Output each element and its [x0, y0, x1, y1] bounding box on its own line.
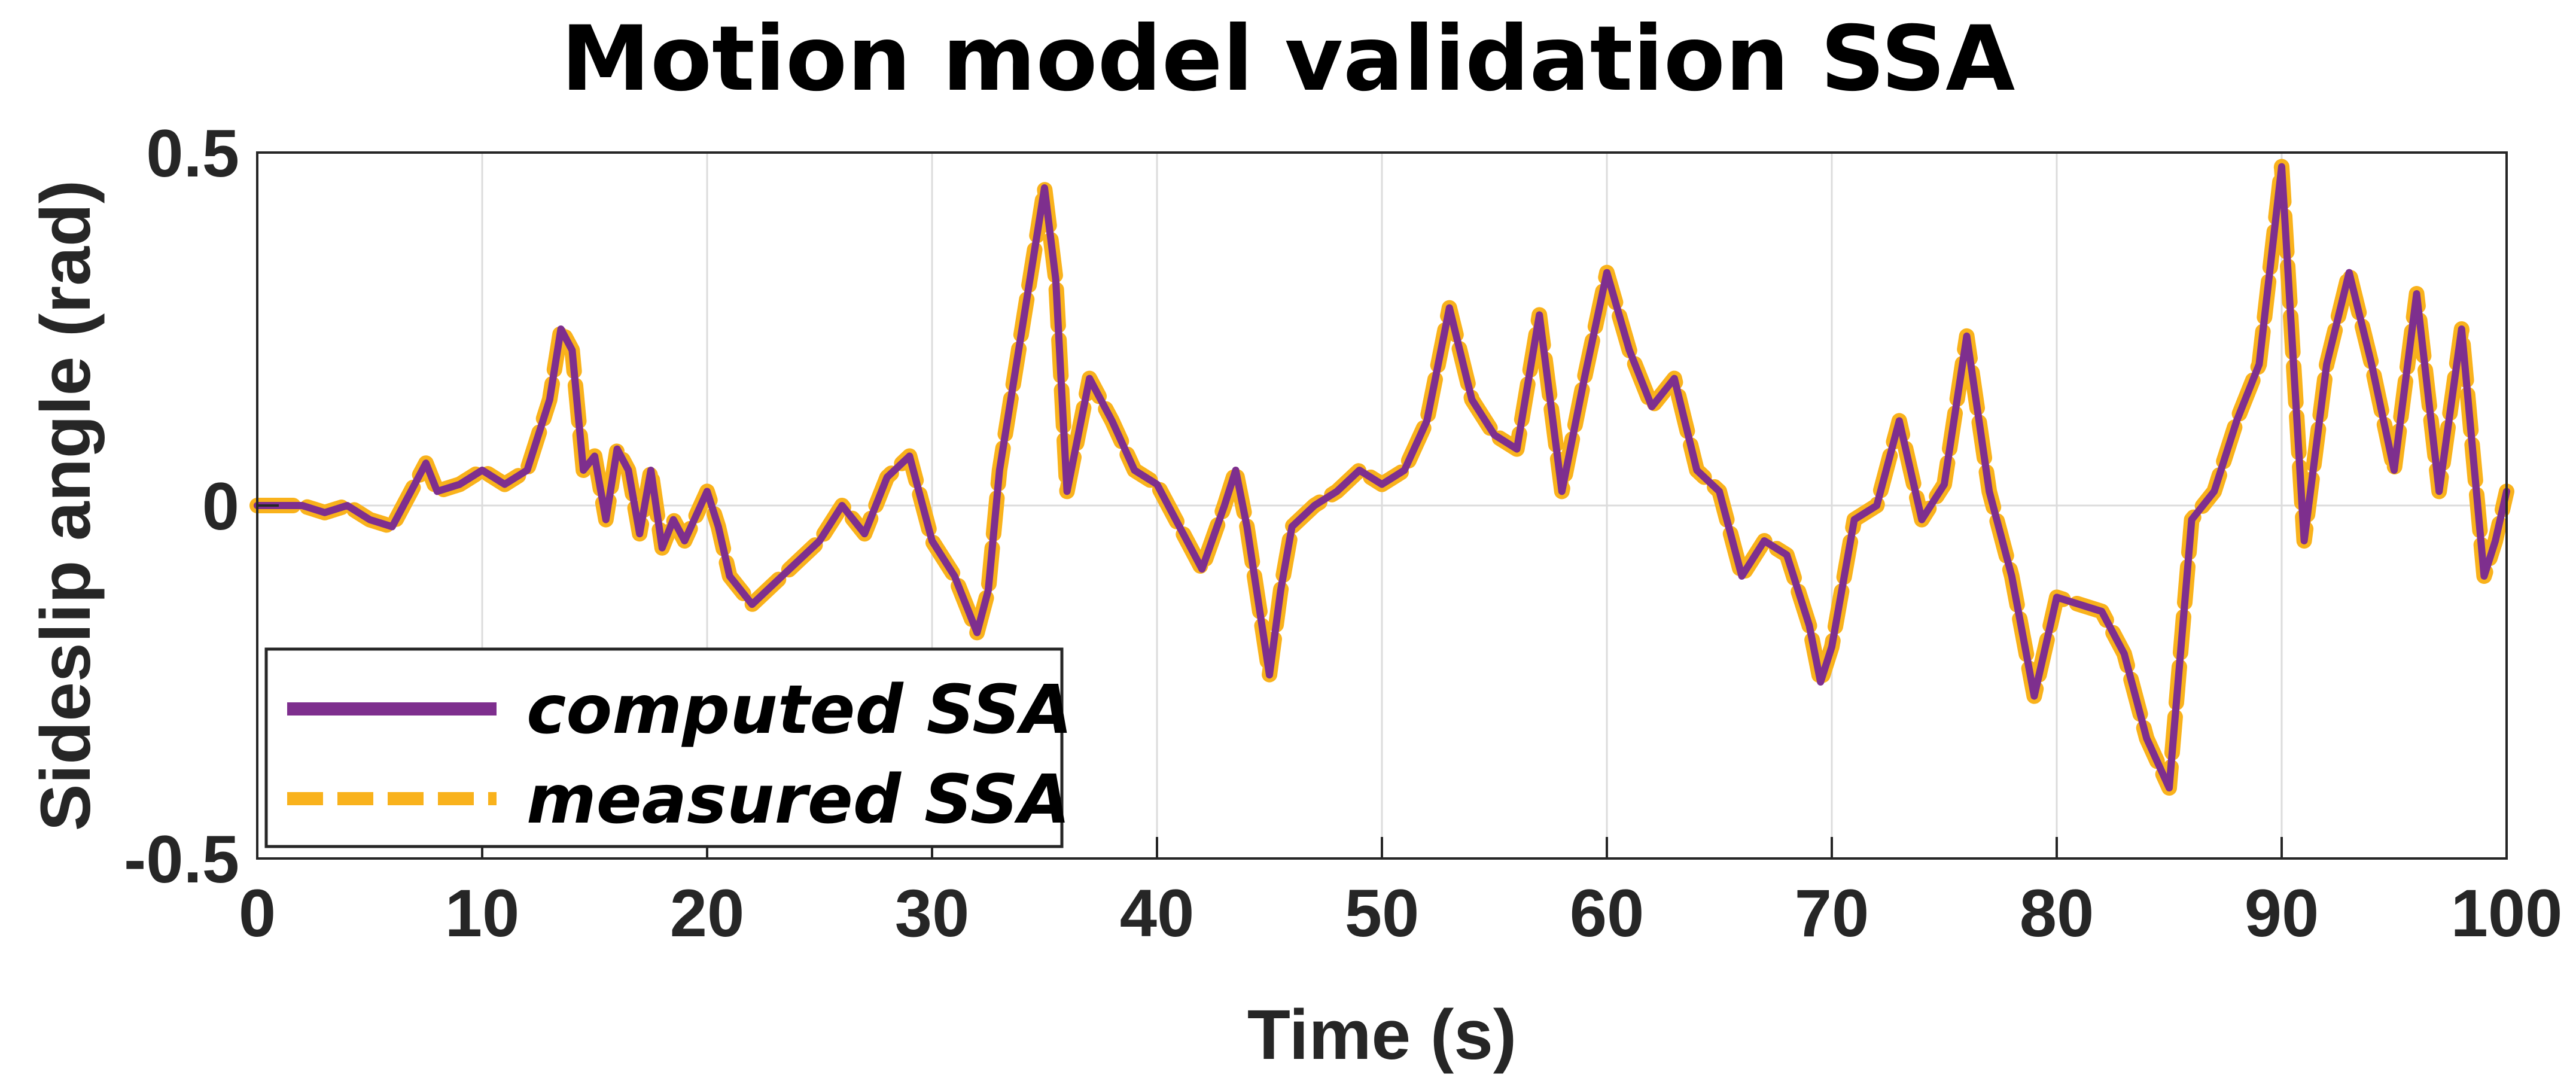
y-tick-label: 0.5	[146, 116, 239, 191]
series-layer	[249, 159, 2514, 796]
x-tick-label: 50	[1345, 876, 1420, 951]
x-tick-label: 100	[2451, 876, 2563, 951]
x-tick-label: 0	[239, 876, 276, 951]
x-tick-label: 80	[2020, 876, 2094, 951]
y-tick-label: -0.5	[124, 822, 239, 897]
x-tick-label: 70	[1795, 876, 1869, 951]
chart-title: Motion model validation SSA	[561, 7, 2015, 111]
legend-box	[264, 647, 1064, 848]
x-tick-label: 90	[2245, 876, 2319, 951]
x-tick-label: 10	[445, 876, 520, 951]
y-axis-label: Sideslip angle (rad)	[26, 180, 105, 831]
x-tick-label: 60	[1570, 876, 1645, 951]
x-axis-ticks: 0 10 20 30 40 50 60 70 80 90 100	[239, 837, 2563, 951]
y-tick-label: 0	[202, 469, 239, 544]
y-axis-ticks: -0.5 0 0.5	[124, 116, 279, 897]
series-line-computed	[254, 163, 2510, 791]
legend-label-computed: computed SSA	[526, 671, 1073, 749]
x-axis-label: Time (s)	[1247, 995, 1517, 1074]
x-tick-label: 20	[670, 876, 745, 951]
legend-label-measured: measured SSA	[526, 761, 1070, 839]
x-tick-label: 40	[1120, 876, 1195, 951]
x-tick-label: 30	[895, 876, 970, 951]
legend: computed SSA measured SSA	[264, 647, 1073, 848]
